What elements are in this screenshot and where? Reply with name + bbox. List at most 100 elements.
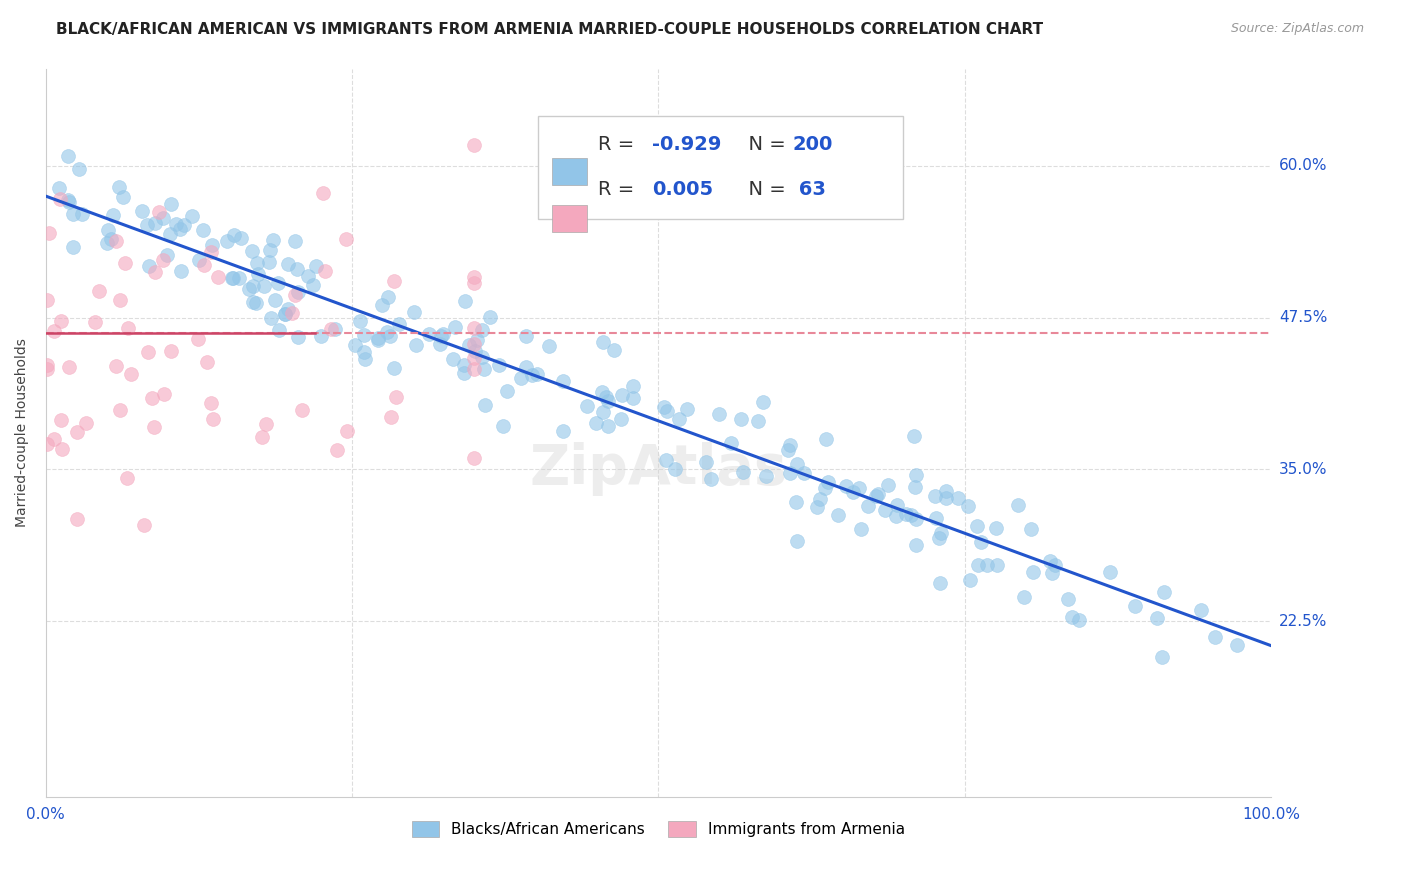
Point xyxy=(806,500,828,514)
Point xyxy=(585,417,607,431)
Point xyxy=(221,271,243,285)
Point xyxy=(195,355,218,369)
Point xyxy=(75,416,97,430)
Point xyxy=(948,491,970,506)
Point xyxy=(1226,639,1249,653)
Point xyxy=(957,499,980,513)
Legend: Blacks/African Americans, Immigrants from Armenia: Blacks/African Americans, Immigrants fro… xyxy=(404,814,912,845)
Point xyxy=(200,244,222,259)
Point xyxy=(924,489,946,503)
Point xyxy=(260,310,283,325)
Point xyxy=(173,218,195,232)
Point xyxy=(105,359,128,373)
Point xyxy=(193,258,215,272)
Point xyxy=(66,512,89,526)
Point xyxy=(929,576,952,591)
Point xyxy=(463,320,485,334)
Point xyxy=(747,414,769,428)
Point xyxy=(453,366,475,380)
Point xyxy=(935,483,957,498)
Point xyxy=(900,508,922,523)
Point xyxy=(114,256,136,270)
Point xyxy=(877,477,900,491)
Point xyxy=(515,359,537,374)
Point xyxy=(755,469,778,483)
Point xyxy=(246,267,269,281)
Point xyxy=(67,162,90,177)
Point xyxy=(319,322,342,336)
Point xyxy=(141,391,163,405)
Point xyxy=(441,351,464,366)
Point xyxy=(903,429,925,443)
Point xyxy=(375,325,398,339)
Point xyxy=(785,495,807,509)
Point xyxy=(267,277,290,291)
Point xyxy=(382,274,405,288)
Point xyxy=(343,338,366,352)
Point xyxy=(526,367,548,381)
Point xyxy=(35,293,58,307)
Point xyxy=(984,521,1007,535)
Point xyxy=(827,508,849,522)
Point xyxy=(537,339,560,353)
Point xyxy=(894,507,917,521)
Point xyxy=(115,471,138,485)
Point xyxy=(849,522,872,536)
Point xyxy=(191,222,214,236)
Point xyxy=(488,359,510,373)
Point xyxy=(675,401,697,416)
Point xyxy=(143,217,166,231)
Point xyxy=(935,491,957,505)
Point xyxy=(51,413,73,427)
Point xyxy=(405,337,427,351)
Point xyxy=(131,204,153,219)
Point xyxy=(336,424,359,438)
Point xyxy=(38,226,60,240)
Point xyxy=(201,412,224,426)
Point xyxy=(385,390,408,404)
Point xyxy=(238,282,260,296)
Point xyxy=(262,233,284,247)
Point xyxy=(287,330,309,344)
Point xyxy=(904,467,927,482)
Point xyxy=(326,442,349,457)
Point xyxy=(657,404,679,418)
Point xyxy=(1067,613,1090,627)
Point xyxy=(1146,610,1168,624)
Point xyxy=(1062,610,1084,624)
Text: 63: 63 xyxy=(793,180,827,199)
Point xyxy=(520,368,543,383)
Point xyxy=(1204,630,1226,644)
Point xyxy=(976,558,998,573)
Point xyxy=(165,217,187,231)
Point xyxy=(200,396,222,410)
Point xyxy=(58,359,80,374)
Point xyxy=(267,323,290,337)
Point xyxy=(257,255,280,269)
Point xyxy=(1019,522,1042,536)
Point xyxy=(367,333,389,347)
Point xyxy=(776,443,799,458)
Point xyxy=(35,437,58,451)
Point xyxy=(277,257,299,271)
Point xyxy=(453,358,475,372)
Point xyxy=(603,343,626,358)
Point xyxy=(779,467,801,481)
Point xyxy=(1056,591,1078,606)
Point xyxy=(848,481,870,495)
Point xyxy=(277,301,299,316)
Point xyxy=(134,518,156,533)
Point xyxy=(793,466,815,480)
Text: 200: 200 xyxy=(793,136,832,154)
Point xyxy=(120,367,142,381)
Point xyxy=(143,420,166,434)
Point xyxy=(89,285,111,299)
Point xyxy=(136,218,159,232)
Point xyxy=(429,337,451,351)
Point xyxy=(664,462,686,476)
Point xyxy=(886,499,908,513)
Point xyxy=(856,499,879,513)
Point xyxy=(215,235,238,249)
Point xyxy=(591,384,613,399)
Point xyxy=(986,558,1008,573)
